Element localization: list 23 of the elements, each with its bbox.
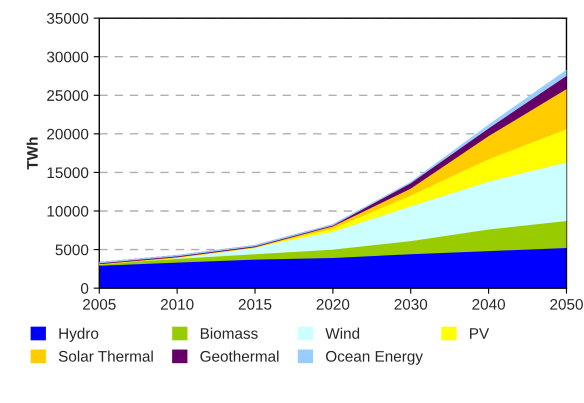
y-axis-title: TWh (26, 138, 38, 170)
legend-label: Geothermal (200, 350, 278, 362)
x-tick-label: 2010 (160, 298, 194, 310)
y-tick-label: 25000 (47, 90, 88, 101)
x-tick-label: 2015 (238, 298, 272, 310)
x-tick-label: 2030 (394, 298, 428, 310)
y-tick-label: 35000 (46, 13, 88, 24)
y-tick-label: 20000 (47, 128, 88, 140)
legend-label: Ocean Energy (326, 350, 423, 365)
legend-label: Solar Thermal (58, 350, 153, 362)
y-tick-label: 30000 (46, 52, 88, 62)
x-tick-label: 2020 (316, 298, 350, 310)
y-tick-label: 0 (80, 283, 88, 294)
x-tick-label: 2040 (472, 298, 506, 310)
y-tick-label: 10000 (48, 206, 88, 217)
legend-label: Hydro (59, 328, 98, 342)
legend-label: PV (470, 328, 490, 339)
y-tick-label: 5000 (55, 244, 88, 256)
legend-label: Wind (325, 328, 360, 339)
x-tick-label: 2005 (83, 298, 116, 310)
legend-label: Biomass (200, 328, 258, 339)
x-tick-label: 2050 (550, 298, 583, 310)
y-tick-label: 15000 (48, 167, 88, 178)
